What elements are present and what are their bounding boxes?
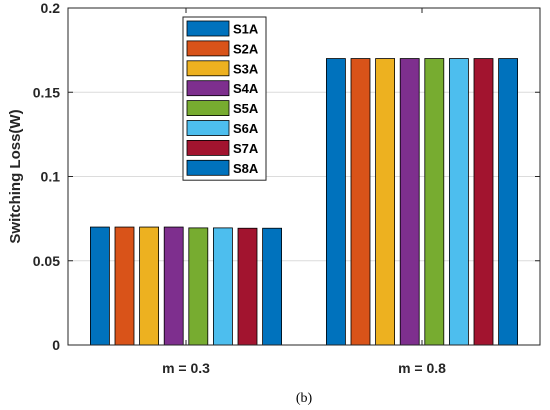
legend-label: S2A	[233, 41, 259, 56]
legend-label: S4A	[233, 81, 259, 96]
legend-label: S6A	[233, 121, 259, 136]
legend-label: S8A	[233, 161, 259, 176]
bar-s7a-2	[473, 58, 494, 346]
bar-s4a-2	[399, 58, 420, 346]
x-tick-label: m = 0.8	[398, 360, 446, 376]
y-tick-label: 0.05	[33, 253, 60, 269]
y-axis-ticks: 0 0.05 0.1 0.15 0.2	[33, 0, 540, 353]
y-axis-label: Switching Loss(W)	[7, 109, 24, 243]
y-tick-label: 0.15	[33, 84, 60, 100]
bar-s3a-2	[375, 58, 396, 346]
bar-s1a-1	[90, 226, 110, 346]
legend-label: S7A	[233, 141, 259, 156]
legend-swatch	[186, 159, 230, 176]
bar-s4a-1	[163, 226, 184, 346]
legend: S1A S2A S3A S4A S5A S6A S7A S8A	[182, 16, 267, 181]
bar-s6a-2	[448, 58, 469, 346]
bar-s2a-2	[350, 58, 371, 346]
bar-s5a-2	[424, 58, 445, 346]
y-tick-label: 0.2	[41, 0, 61, 16]
legend-swatch	[186, 60, 230, 77]
legend-swatch	[186, 20, 230, 37]
bar-s3a-1	[139, 226, 160, 346]
legend-swatch	[186, 120, 230, 136]
y-tick-label: 0	[52, 337, 60, 353]
bar-s8a-2	[498, 58, 519, 346]
bar-s2a-1	[114, 226, 135, 346]
x-tick-label: m = 0.3	[162, 360, 210, 376]
bar-s8a-1	[262, 227, 283, 346]
bar-s7a-1	[237, 227, 258, 346]
grid-lines	[68, 7, 540, 346]
legend-label: S5A	[233, 101, 259, 116]
figure-caption: (b)	[296, 391, 313, 406]
bars	[90, 58, 519, 346]
y-tick-label: 0.1	[41, 169, 61, 185]
bar-s5a-1	[188, 227, 209, 346]
x-axis-ticks: m = 0.3 m = 0.8	[162, 8, 446, 376]
bar-s1a-2	[325, 58, 346, 346]
legend-swatch	[186, 100, 230, 116]
legend-swatch	[186, 40, 230, 57]
legend-swatch	[186, 80, 230, 97]
legend-swatch	[186, 139, 230, 156]
legend-label: S1A	[233, 22, 259, 37]
legend-label: S3A	[233, 61, 259, 76]
bar-s6a-1	[212, 227, 233, 346]
